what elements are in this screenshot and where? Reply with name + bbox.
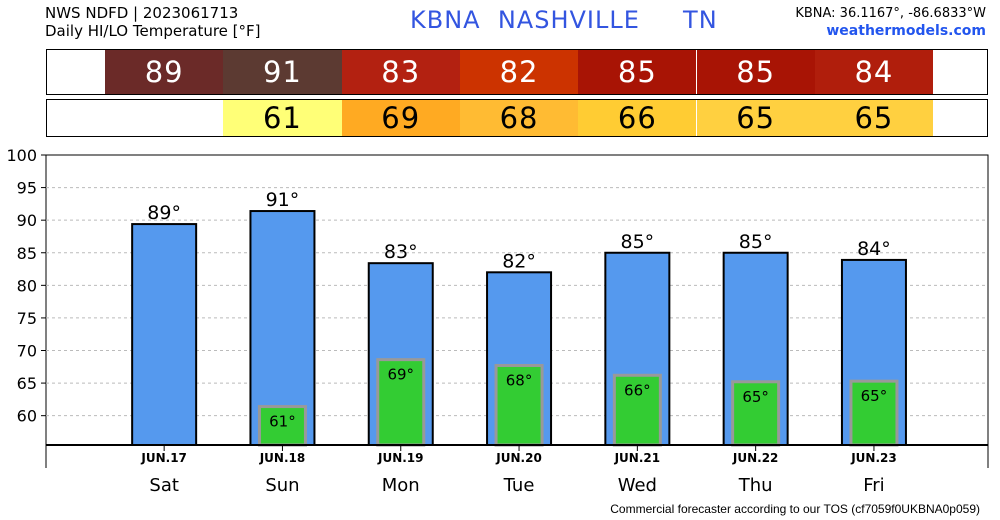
strip-high-cell-2: 83 <box>341 50 460 94</box>
strip-low-cell-4: 66 <box>578 100 697 136</box>
low-label: 65° <box>861 387 888 405</box>
high-label: 85° <box>739 231 773 253</box>
low-bar <box>849 379 899 447</box>
strip-low-cell-6: 65 <box>814 100 934 136</box>
x-day-label: Tue <box>503 475 535 496</box>
y-tick-label: 75 <box>17 309 37 328</box>
x-day-label: Thu <box>738 475 773 496</box>
strip-high-cell-5: 85 <box>696 50 815 94</box>
x-date-label: JUN.21 <box>614 451 661 465</box>
high-bar <box>131 223 198 446</box>
x-day-label: Mon <box>382 475 420 496</box>
x-day-label: Wed <box>618 475 657 496</box>
strip-high-cell-4: 85 <box>578 50 697 94</box>
x-day-label: Fri <box>863 475 884 496</box>
high-label: 82° <box>502 250 536 272</box>
low-label: 68° <box>506 371 533 389</box>
strip-low-cell-2: 69 <box>341 100 460 136</box>
chart-title: NWS NDFD | 2023061713 <box>45 4 239 22</box>
station-coordinates: KBNA: 36.1167°, -86.6833°W <box>795 6 986 21</box>
high-label: 89° <box>147 202 181 224</box>
low-label: 65° <box>742 388 769 406</box>
y-tick-label: 90 <box>17 211 37 230</box>
x-day-label: Sun <box>265 475 299 496</box>
x-date-label: JUN.19 <box>377 451 424 465</box>
low-bar <box>612 373 662 447</box>
x-date-label: JUN.20 <box>495 451 542 465</box>
high-temp-strip: 89 91 83 82 85 85 84 <box>46 49 988 95</box>
chart-subtitle: Daily HI/LO Temperature [°F] <box>45 22 261 40</box>
footer-note: Commercial forecaster according to our T… <box>610 502 980 516</box>
y-tick-label: 80 <box>17 276 37 295</box>
station-name: KBNA NASHVILLE TN <box>410 6 718 34</box>
strip-high-cell-1: 91 <box>223 50 342 94</box>
y-tick-label: 60 <box>17 407 37 426</box>
x-date-label: JUN.18 <box>259 451 306 465</box>
strip-high-cell-3: 82 <box>459 50 579 94</box>
low-bar <box>494 363 544 447</box>
y-tick-label: 70 <box>17 342 37 361</box>
high-label: 85° <box>621 231 655 253</box>
x-day-label: Sat <box>149 475 179 496</box>
strip-high-cell-6: 84 <box>814 50 934 94</box>
temperature-bar-chart: 60 65 70 75 80 85 90 95 100 89° JUN.17 Sat 91° 61° JUN… <box>6 146 989 496</box>
x-date-label: JUN.17 <box>140 451 187 465</box>
low-label: 66° <box>624 381 651 399</box>
high-label: 83° <box>384 241 418 263</box>
x-date-label: JUN.23 <box>850 451 897 465</box>
high-label: 84° <box>857 238 891 260</box>
x-date-label: JUN.22 <box>732 451 779 465</box>
low-bar <box>257 405 307 447</box>
y-tick-label: 85 <box>17 244 37 263</box>
low-label: 69° <box>387 366 414 384</box>
y-tick-label: 100 <box>6 146 37 165</box>
strip-high-cell-0: 89 <box>105 50 224 94</box>
strip-low-cell-5: 65 <box>696 100 815 136</box>
y-tick-label: 95 <box>17 179 37 198</box>
low-label: 61° <box>269 413 296 431</box>
strip-low-cell-3: 68 <box>459 100 579 136</box>
low-bar <box>376 358 426 447</box>
y-tick-label: 65 <box>17 374 37 393</box>
low-temp-strip: 61 69 68 66 65 65 <box>46 99 988 137</box>
site-link[interactable]: weathermodels.com <box>826 23 986 39</box>
strip-low-cell-1: 61 <box>223 100 342 136</box>
high-label: 91° <box>266 189 300 211</box>
